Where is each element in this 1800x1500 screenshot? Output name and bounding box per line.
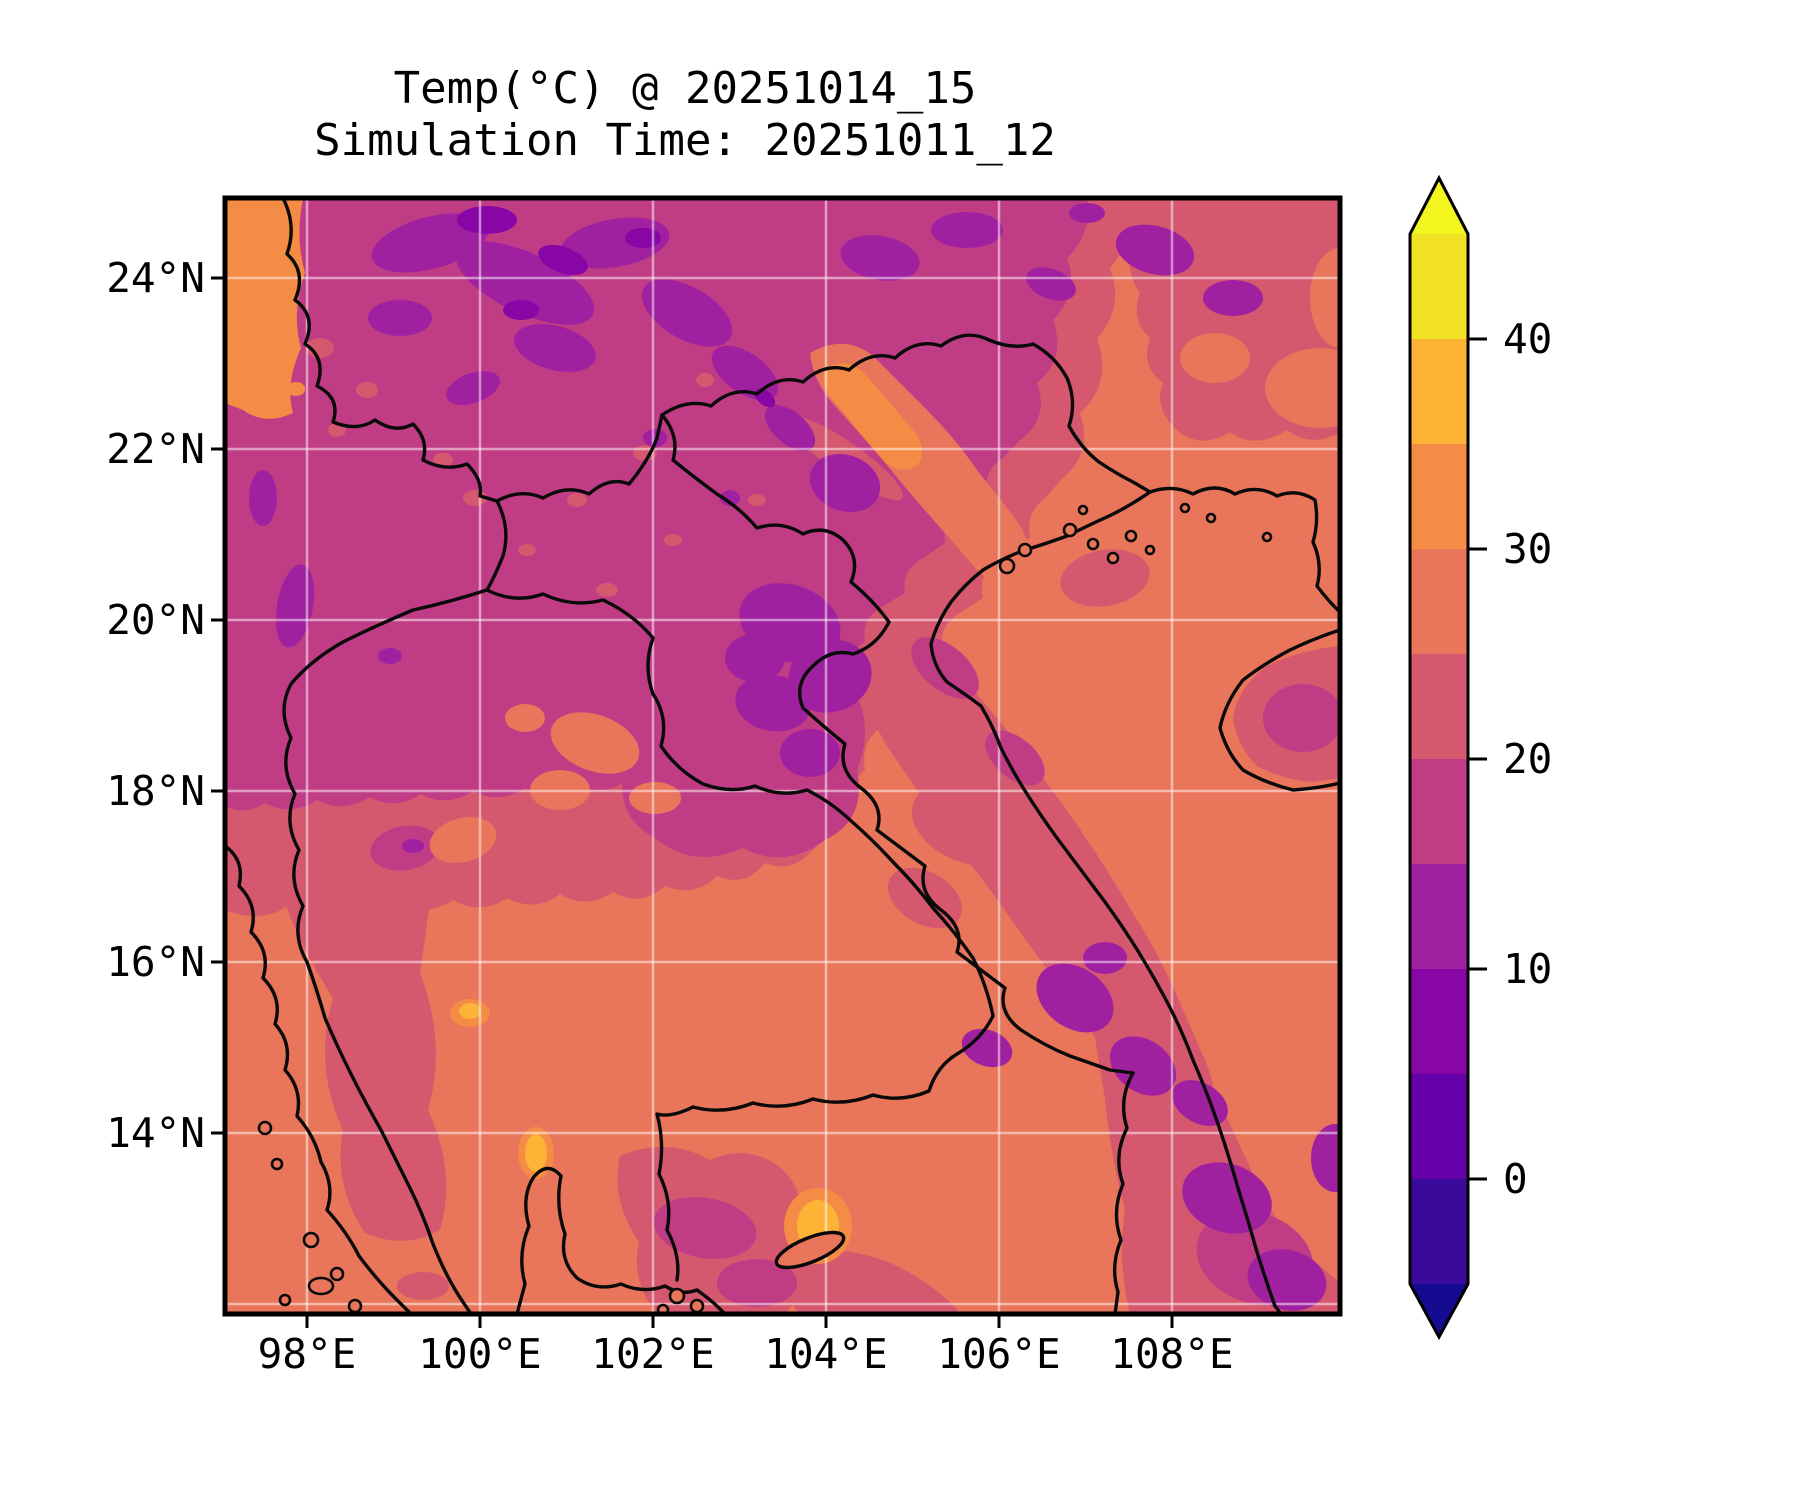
plot-frame [222, 195, 1343, 1317]
coast-andaman [225, 844, 413, 1314]
map-plot [211, 195, 1343, 1328]
cb-seg-20-25 [1410, 654, 1468, 759]
cb-seg-30-35 [1410, 444, 1468, 549]
ytick-24n: 24°N [106, 254, 205, 302]
xtick-106e: 106°E [937, 1330, 1061, 1378]
border-china [281, 198, 1152, 503]
border-myanmar-thailand [282, 588, 489, 1314]
islands [257, 502, 1273, 1314]
cb-seg-25-30 [1410, 549, 1468, 654]
ytick-14n: 14°N [106, 1109, 205, 1157]
colorbar-over-arrow [1410, 178, 1468, 234]
border-laos-vietnam [660, 413, 1135, 1075]
cb-label-40: 40 [1503, 315, 1552, 363]
ytick-20n: 20°N [106, 596, 205, 644]
border-thailand-laos-cambodia [485, 499, 995, 1282]
colorbar-outline [1408, 174, 1470, 1341]
plot-subtitle: Simulation Time: 20251011_12 [314, 115, 1056, 166]
xtick-108e: 108°E [1110, 1330, 1234, 1378]
cb-label-20: 20 [1503, 735, 1552, 783]
xtick-104e: 104°E [764, 1330, 888, 1378]
temp-band-5-10 [457, 206, 776, 408]
xtick-102e: 102°E [591, 1330, 715, 1378]
xtick-98e: 98°E [257, 1330, 357, 1378]
cb-seg-10-15 [1410, 864, 1468, 969]
cb-seg-m5-0 [1410, 1179, 1468, 1284]
ytick-18n: 18°N [106, 767, 205, 815]
ytick-22n: 22°N [106, 425, 205, 473]
temp-band-10-15 [225, 203, 1340, 1311]
ytick-16n: 16°N [106, 938, 205, 986]
cb-seg-0-5 [1410, 1074, 1468, 1179]
temperature-field [225, 198, 1340, 1314]
cb-seg-35-40 [1410, 339, 1468, 444]
border-cambodia-vietnam [1112, 1071, 1135, 1314]
gridlines [225, 198, 1340, 1314]
cb-label-30: 30 [1503, 525, 1552, 573]
colorbar: 40 30 20 10 0 [1408, 174, 1552, 1341]
cb-label-10: 10 [1503, 945, 1552, 993]
country-borders [225, 198, 1340, 1314]
colorbar-segments [1410, 234, 1468, 1284]
coast-hainan [1218, 628, 1340, 792]
colorbar-ticks [1468, 337, 1487, 1181]
coast-vietnam [929, 490, 1283, 1314]
cb-seg-5-10 [1410, 969, 1468, 1074]
cb-seg-40-45 [1410, 234, 1468, 339]
colorbar-under-arrow [1410, 1284, 1468, 1337]
colorbar-tick-labels: 40 30 20 10 0 [1503, 315, 1552, 1203]
xtick-100e: 100°E [418, 1330, 542, 1378]
coast-china-leizhou [1148, 486, 1340, 614]
lake-tonle-sap [774, 1230, 846, 1270]
cb-label-0: 0 [1503, 1155, 1528, 1203]
cb-seg-15-20 [1410, 759, 1468, 864]
plot-title: Temp(°C) @ 20251014_15 [393, 63, 977, 114]
